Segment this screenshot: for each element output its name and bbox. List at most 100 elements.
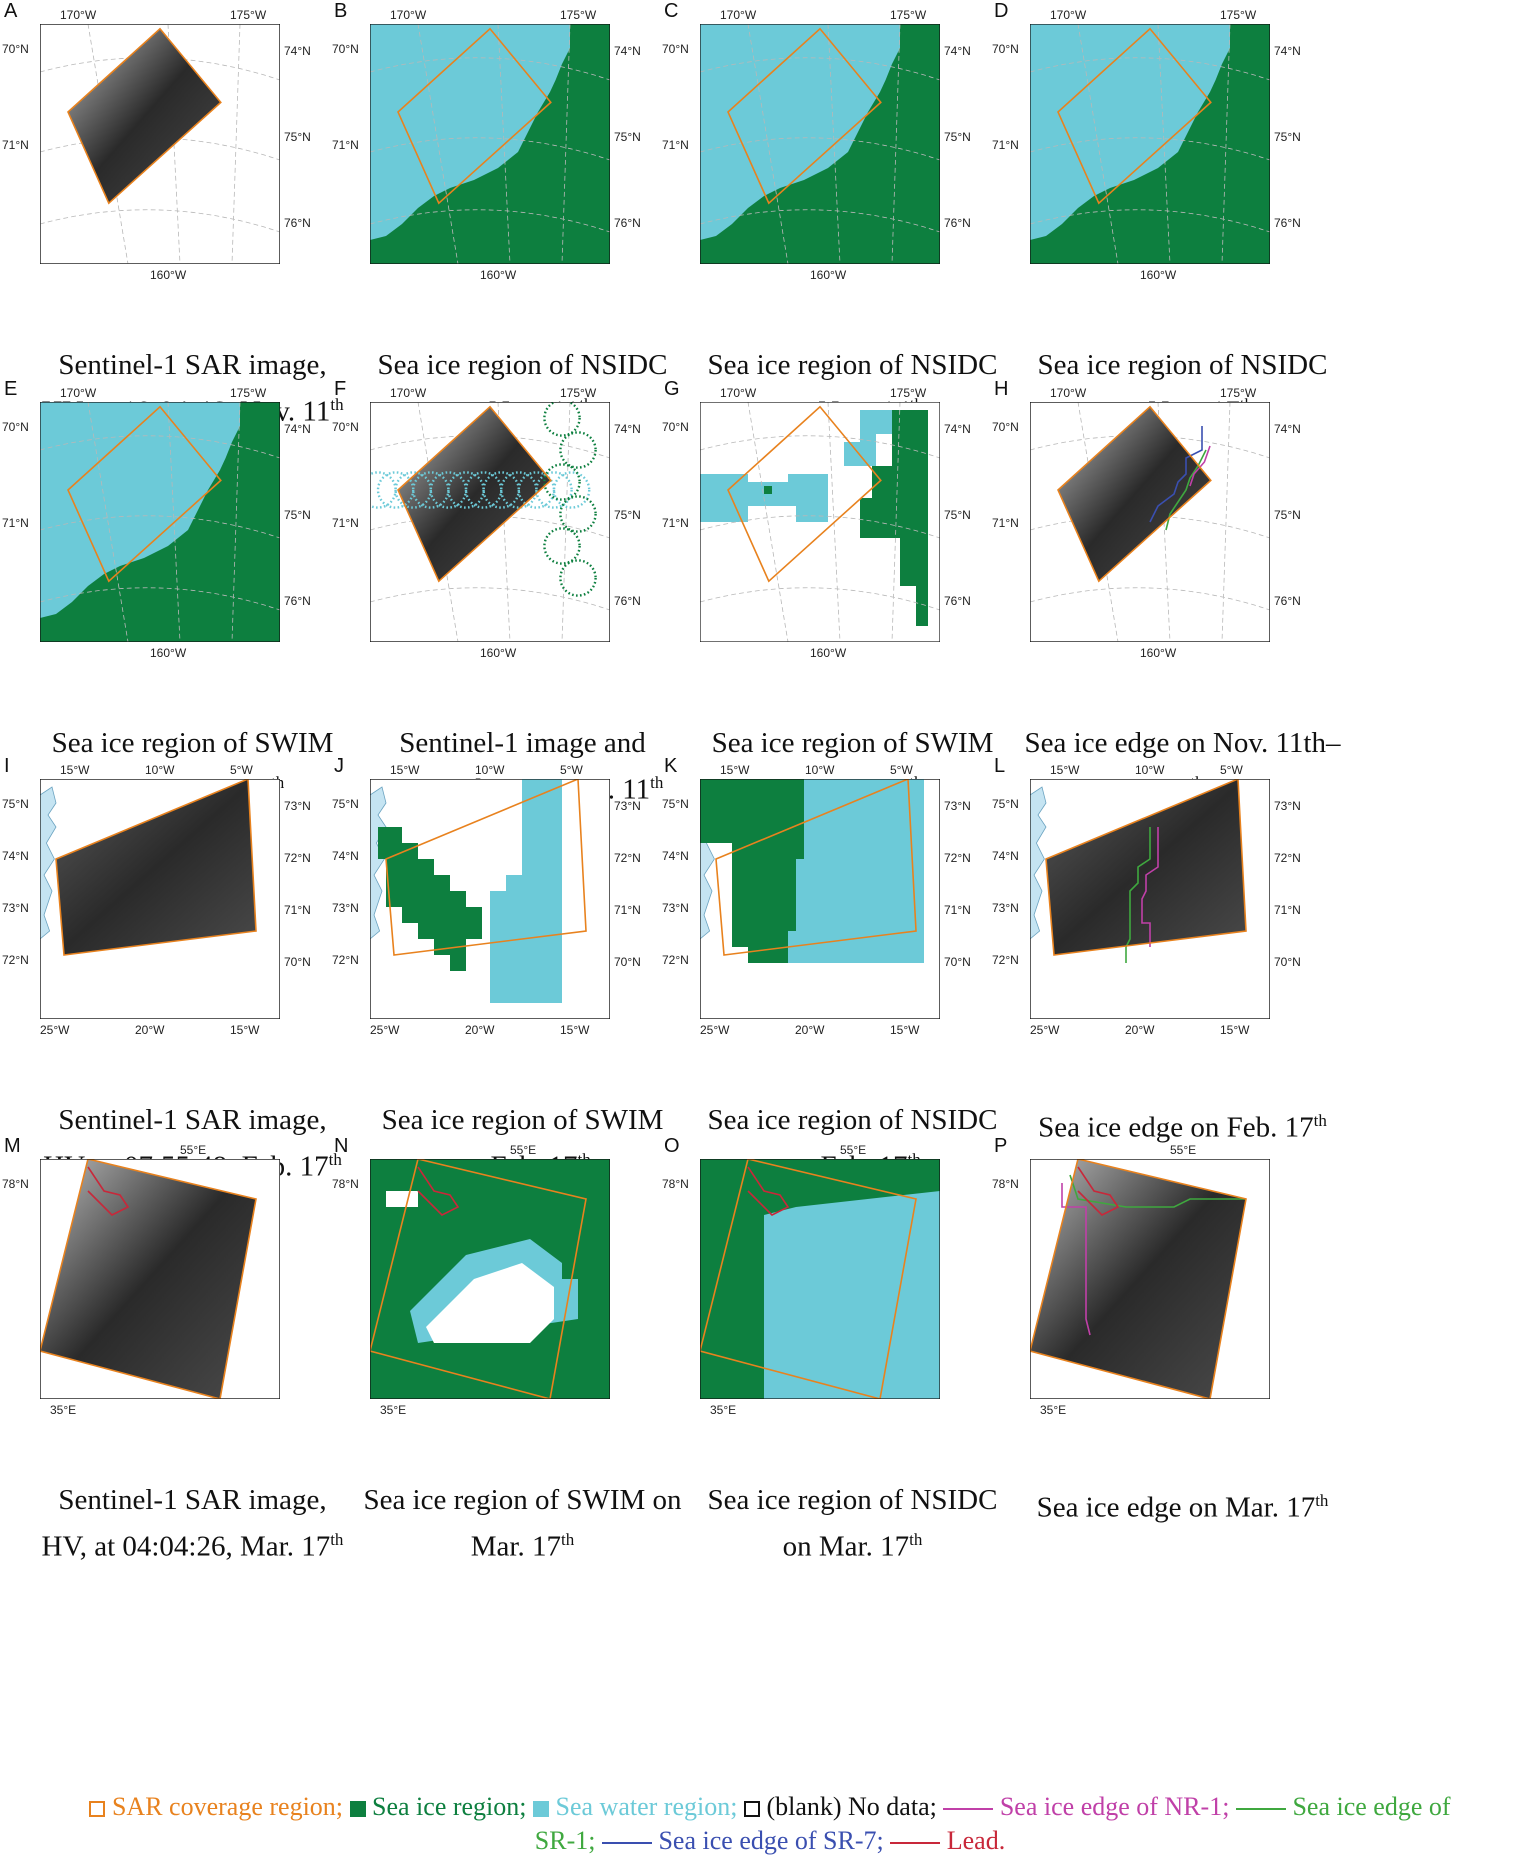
tick-bottom: 160°W (150, 646, 187, 660)
tick-left: 74°N (2, 849, 29, 863)
sar-coverage-outline (55, 779, 257, 956)
caption-line-1: Sentinel-1 SAR image, (58, 1104, 327, 1136)
caption-line-1: Sea ice region of NSIDC (707, 1104, 998, 1136)
sea-ice-region (860, 410, 928, 626)
panel-E: E 170°W 175°W 70°N 71°N 74°N 75°N 76°N 160°W Sea … (0, 378, 385, 824)
tick-right: 75°N (1274, 508, 1301, 522)
tick-right: 70°N (944, 955, 971, 969)
tick-bottom: 160°W (480, 268, 517, 282)
sea-water-region (788, 779, 924, 963)
tick-bottom: 160°W (150, 268, 187, 282)
caption-line-1: Sea ice region of SWIM on (363, 1484, 682, 1516)
tick-bottom: 35°E (50, 1403, 77, 1417)
panel-O: O 55°E 78°N 35°E Sea ice region of NSIDC on M… (660, 1135, 1045, 1581)
sea-water-region (490, 779, 562, 1003)
tick-left: 78°N (332, 1177, 359, 1191)
caption-line-1: Sentinel-1 SAR image, (58, 1484, 327, 1516)
nr1-edge (1141, 827, 1159, 947)
legend-sr1-label-a: Sea ice edge of (1292, 1792, 1451, 1821)
tick-top: 175°W (1220, 8, 1257, 22)
tick-left: 71°N (332, 516, 359, 530)
legend-lead-swatch (890, 1842, 941, 1845)
tick-top: 55°E (510, 1143, 537, 1157)
panel-A: A 170°W 175°W 70°N 71°N 74°N 75°N 76°N 160°W Sent… (0, 0, 385, 446)
map-frame (40, 779, 280, 1019)
tick-left: 71°N (332, 138, 359, 152)
tick-right: 76°N (944, 594, 971, 608)
tick-left: 74°N (662, 849, 689, 863)
tick-left: 73°N (2, 901, 29, 915)
legend-sr7-label: Sea ice edge of SR-7; (658, 1826, 884, 1855)
panel-I: I 15°W 10°W 5°W 75°N 74°N 73°N 72°N 73°N 72°N 71°N… (0, 755, 385, 1201)
tick-left: 71°N (662, 516, 689, 530)
panel-P: P 55°E 78°N 35°E Sea ice edge on Mar. 17th (990, 1135, 1375, 1581)
tick-right: 70°N (284, 955, 311, 969)
sea-ice-region (40, 402, 280, 642)
tick-top: 175°W (560, 8, 597, 22)
map-frame (1030, 402, 1270, 642)
legend-sr1-swatch (1235, 1808, 1286, 1811)
tick-right: 76°N (614, 216, 641, 230)
tick-right: 72°N (614, 851, 641, 865)
sea-ice-region (378, 827, 482, 971)
tick-left: 70°N (2, 420, 29, 434)
legend-ice-label: Sea ice region; (372, 1792, 527, 1821)
tick-top: 5°W (1220, 763, 1243, 777)
sea-ice-region (700, 1159, 940, 1399)
caption-line-2: Sea ice edge on Feb. 17th (1038, 1111, 1327, 1144)
legend-sar-swatch (89, 1801, 106, 1818)
tick-left: 70°N (2, 42, 29, 56)
graticule (370, 24, 610, 264)
panel-label: P (994, 1135, 1008, 1157)
tick-left: 75°N (2, 797, 29, 811)
tick-right: 74°N (284, 44, 311, 58)
panel-J: J 15°W 10°W 5°W 75°N 74°N 73°N 72°N 73°N 72°N 71°N… (330, 755, 715, 1201)
panel-label: B (334, 0, 348, 22)
graticule (700, 402, 940, 642)
panel-N: N 55°E 78°N 35°E Sea ice region of SWIM on Ma… (330, 1135, 715, 1581)
tick-right: 75°N (284, 508, 311, 522)
tick-right: 76°N (944, 216, 971, 230)
tick-bottom: 25°W (370, 1023, 400, 1037)
legend-sar-label: SAR coverage region; (111, 1792, 344, 1821)
sar-image (398, 406, 551, 582)
tick-top: 175°W (230, 386, 267, 400)
tick-bottom: 35°E (710, 1403, 737, 1417)
tick-left: 75°N (662, 797, 689, 811)
tick-right: 75°N (614, 508, 641, 522)
legend-lead-label: Lead. (946, 1826, 1006, 1855)
tick-top: 10°W (145, 763, 175, 777)
tick-top: 5°W (890, 763, 913, 777)
sar-coverage-outline (40, 1159, 257, 1399)
legend-water-label: Sea water region; (555, 1792, 738, 1821)
map-frame (370, 779, 610, 1019)
tick-left: 74°N (992, 849, 1019, 863)
tick-right: 75°N (614, 130, 641, 144)
caption-line-1: Sea ice region of SWIM (711, 727, 994, 759)
caption-line-2: Mar. 17th (470, 1530, 575, 1563)
map-frame (1030, 779, 1270, 1019)
sar-coverage-outline (67, 27, 222, 205)
tick-top: 170°W (720, 386, 757, 400)
tick-right: 73°N (944, 799, 971, 813)
tick-right: 72°N (284, 851, 311, 865)
tick-top: 15°W (390, 763, 420, 777)
greenland-coast (1030, 786, 1047, 940)
tick-left: 73°N (662, 901, 689, 915)
tick-left: 78°N (662, 1177, 689, 1191)
tick-bottom: 160°W (810, 646, 847, 660)
panel-label: O (664, 1135, 680, 1157)
graticule (700, 24, 940, 264)
graticule (40, 402, 280, 642)
tick-right: 74°N (1274, 422, 1301, 436)
tick-bottom: 35°E (1040, 1403, 1067, 1417)
graticule (1030, 24, 1270, 264)
sar-coverage-outline (715, 779, 917, 956)
panel-C: C 170°W 175°W 70°N 71°N 74°N 75°N 76°N 160°W Sea … (660, 0, 1045, 446)
tick-right: 76°N (284, 594, 311, 608)
sar-image (40, 1159, 256, 1399)
map-frame (40, 402, 280, 642)
map-frame (370, 24, 610, 264)
caption-line-1: Sea ice edge on Nov. 11th– (1024, 727, 1341, 759)
tick-right: 76°N (614, 594, 641, 608)
